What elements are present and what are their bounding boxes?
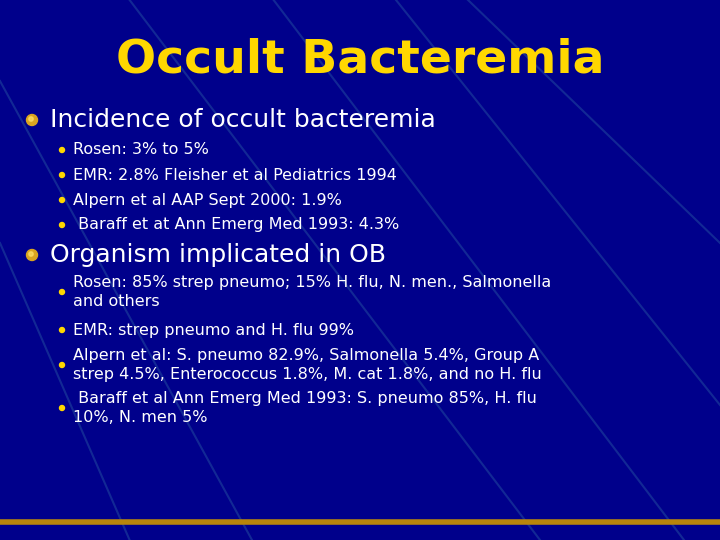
Text: EMR: strep pneumo and H. flu 99%: EMR: strep pneumo and H. flu 99%: [73, 322, 354, 338]
Text: Alpern et al AAP Sept 2000: 1.9%: Alpern et al AAP Sept 2000: 1.9%: [73, 192, 342, 207]
Circle shape: [60, 172, 65, 178]
Text: Rosen: 3% to 5%: Rosen: 3% to 5%: [73, 143, 209, 158]
Text: Baraff et at Ann Emerg Med 1993: 4.3%: Baraff et at Ann Emerg Med 1993: 4.3%: [73, 218, 400, 233]
Circle shape: [60, 406, 65, 410]
Circle shape: [60, 362, 65, 368]
Circle shape: [60, 198, 65, 202]
Text: Occult Bacteremia: Occult Bacteremia: [116, 37, 604, 83]
Circle shape: [27, 114, 37, 125]
Circle shape: [27, 249, 37, 260]
Text: Baraff et al Ann Emerg Med 1993: S. pneumo 85%, H. flu
10%, N. men 5%: Baraff et al Ann Emerg Med 1993: S. pneu…: [73, 390, 537, 426]
Circle shape: [60, 147, 65, 152]
Text: EMR: 2.8% Fleisher et al Pediatrics 1994: EMR: 2.8% Fleisher et al Pediatrics 1994: [73, 167, 397, 183]
Circle shape: [29, 252, 33, 256]
Circle shape: [60, 222, 65, 227]
Text: Alpern et al: S. pneumo 82.9%, Salmonella 5.4%, Group A
strep 4.5%, Enterococcus: Alpern et al: S. pneumo 82.9%, Salmonell…: [73, 348, 541, 382]
Text: Incidence of occult bacteremia: Incidence of occult bacteremia: [50, 108, 436, 132]
Text: Organism implicated in OB: Organism implicated in OB: [50, 243, 386, 267]
Circle shape: [60, 327, 65, 333]
Circle shape: [29, 117, 33, 121]
Text: Rosen: 85% strep pneumo; 15% H. flu, N. men., Salmonella
and others: Rosen: 85% strep pneumo; 15% H. flu, N. …: [73, 275, 552, 309]
Circle shape: [60, 289, 65, 294]
